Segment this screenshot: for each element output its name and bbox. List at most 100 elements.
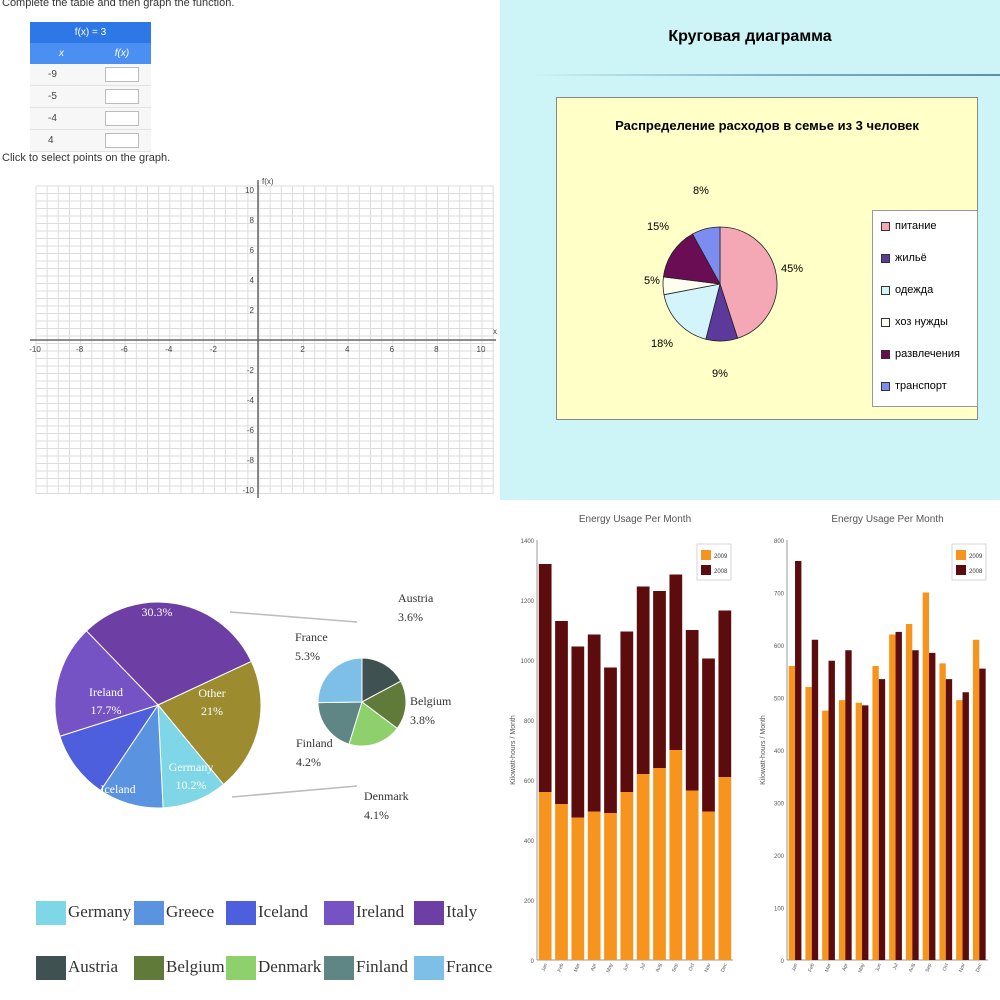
pie-slice [54,630,159,737]
legend-swatch [881,253,890,263]
bar-2009 [555,804,568,960]
bar-2008 [895,631,902,960]
sub-slice-name: Belgium [410,694,452,708]
x-tick-label: Jan [791,962,799,972]
bar-2008 [845,650,852,960]
legend-label: Iceland [258,902,309,921]
x-tick-label: -10 [29,345,41,354]
bar-2009 [718,777,732,960]
legend-swatch [226,956,256,980]
x-tick-label: 2 [300,345,305,354]
connector-line [229,611,358,623]
bar-2008 [636,586,650,774]
bar-2009 [587,811,601,960]
y-tick-label: -2 [247,366,255,375]
sub-slice-value: 4.1% [364,808,389,822]
legend-swatch [881,285,890,295]
x-tick-label: -6 [121,345,129,354]
y-tick-label: 0 [781,959,785,965]
legend-label: развлечения [895,348,960,360]
col-fx-header: f(x) [93,43,151,64]
x-tick-label: Oct [688,962,697,972]
x-tick-label: Mar [573,962,582,972]
slice-name: Germany [169,760,214,774]
y-tick-label: 300 [774,802,785,808]
sub-slice-value: 3.6% [398,610,423,624]
y-tick-label: 800 [774,539,785,545]
x-tick-label: Dec [975,962,984,973]
legend-label: Belgium [166,957,225,976]
y-tick-label: -4 [247,396,255,405]
x-tick-label: Sep [671,962,680,973]
x-value: 4 [30,129,93,152]
countries-pie-panel: Italy 30.3% Other 21% Germany 10.2% Greece 10.2… [0,500,500,1000]
bar-2009 [685,790,699,960]
bar-2008 [962,692,969,960]
slice-label: 5% [644,275,660,287]
y-tick-label: 10 [245,186,254,195]
table-row: -4 [30,107,151,130]
slice-value: 10.2% [143,834,174,848]
y-tick-label: 1000 [521,659,535,665]
bar-2009 [788,666,796,960]
slice-name: Italy [146,587,168,601]
slice-label: 9% [712,368,728,380]
bar-2009 [805,687,812,960]
fx-input[interactable] [105,67,139,82]
slice-label: 8% [693,185,709,197]
bar-2009 [855,702,863,960]
bar-2009 [922,592,930,960]
x-tick-label: 8 [434,345,439,354]
x-tick-label: Nov [958,962,967,973]
y-tick-label: 0 [531,959,535,965]
energy-charts-panel: Energy Usage Per Month 0 200 400 600 800 1000 1… [500,500,1000,1000]
slice-value: 10.7% [103,800,134,814]
legend-label: Finland [356,957,408,976]
fx-input[interactable] [105,89,139,104]
sub-slice-name: Austria [398,591,434,605]
x-tick-label: Feb [557,962,566,972]
bar-2009 [636,774,650,960]
bar-2008 [979,668,986,960]
bar-2009 [956,700,963,960]
x-value: -9 [30,64,93,86]
x-tick-label: 6 [390,345,395,354]
y-tick-label: 400 [524,839,535,845]
bar-2008 [878,679,886,960]
legend-swatch [701,550,711,560]
bar-2009 [702,811,715,960]
legend-label: 2009 [969,554,983,560]
legend-label: жильё [895,252,927,264]
legend-label: 2008 [969,569,983,575]
y-tick-label: 1200 [521,599,535,605]
x-tick-label: Jun [875,962,883,972]
legend-swatch [414,901,444,925]
x-axis-label: x [493,327,497,336]
sub-slice-name: France [295,630,328,644]
legend-label: транспорт [895,380,947,392]
sub-slice-value: 4.2% [296,755,321,769]
table-row: -9 [30,64,151,86]
x-tick-label: Jan [541,962,549,972]
y-tick-label: 800 [524,719,535,725]
x-tick-label: Aug [655,962,664,973]
y-tick-label: -10 [242,486,254,495]
x-tick-label: Sep [925,962,934,973]
bar-2008 [862,705,869,960]
bar-2009 [822,710,829,960]
y-tick-label: 600 [524,779,535,785]
sub-pie-slice [317,701,363,745]
legend-label: 2009 [714,554,728,560]
legend-label: Greece [166,902,215,921]
legend-swatch [414,956,444,980]
bar-2008 [685,630,699,791]
legend-label: питание [895,220,937,232]
fx-input[interactable] [105,133,139,148]
legend-item: жильё [881,252,927,264]
fx-input[interactable] [105,111,139,126]
legend-swatch [956,565,966,575]
x-tick-label: Apr [590,962,598,972]
x-tick-label: Dec [720,962,729,973]
bar-2009 [620,792,634,960]
